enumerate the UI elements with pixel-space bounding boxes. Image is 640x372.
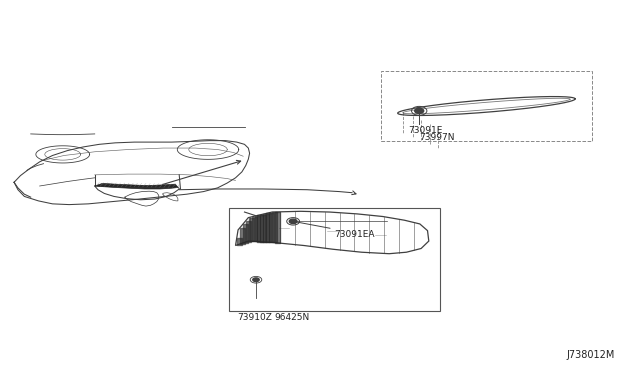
Bar <box>229 208 440 311</box>
Text: 73910Z: 73910Z <box>237 313 271 322</box>
Circle shape <box>289 219 297 224</box>
Text: J738012M: J738012M <box>566 350 614 360</box>
Circle shape <box>253 278 259 282</box>
Text: 73997N: 73997N <box>419 133 454 142</box>
Circle shape <box>415 108 424 113</box>
Polygon shape <box>95 183 178 189</box>
Bar <box>381 71 592 141</box>
Text: 73091EA: 73091EA <box>334 230 374 239</box>
Text: 73091E: 73091E <box>408 126 443 135</box>
Text: 96425N: 96425N <box>274 313 309 322</box>
